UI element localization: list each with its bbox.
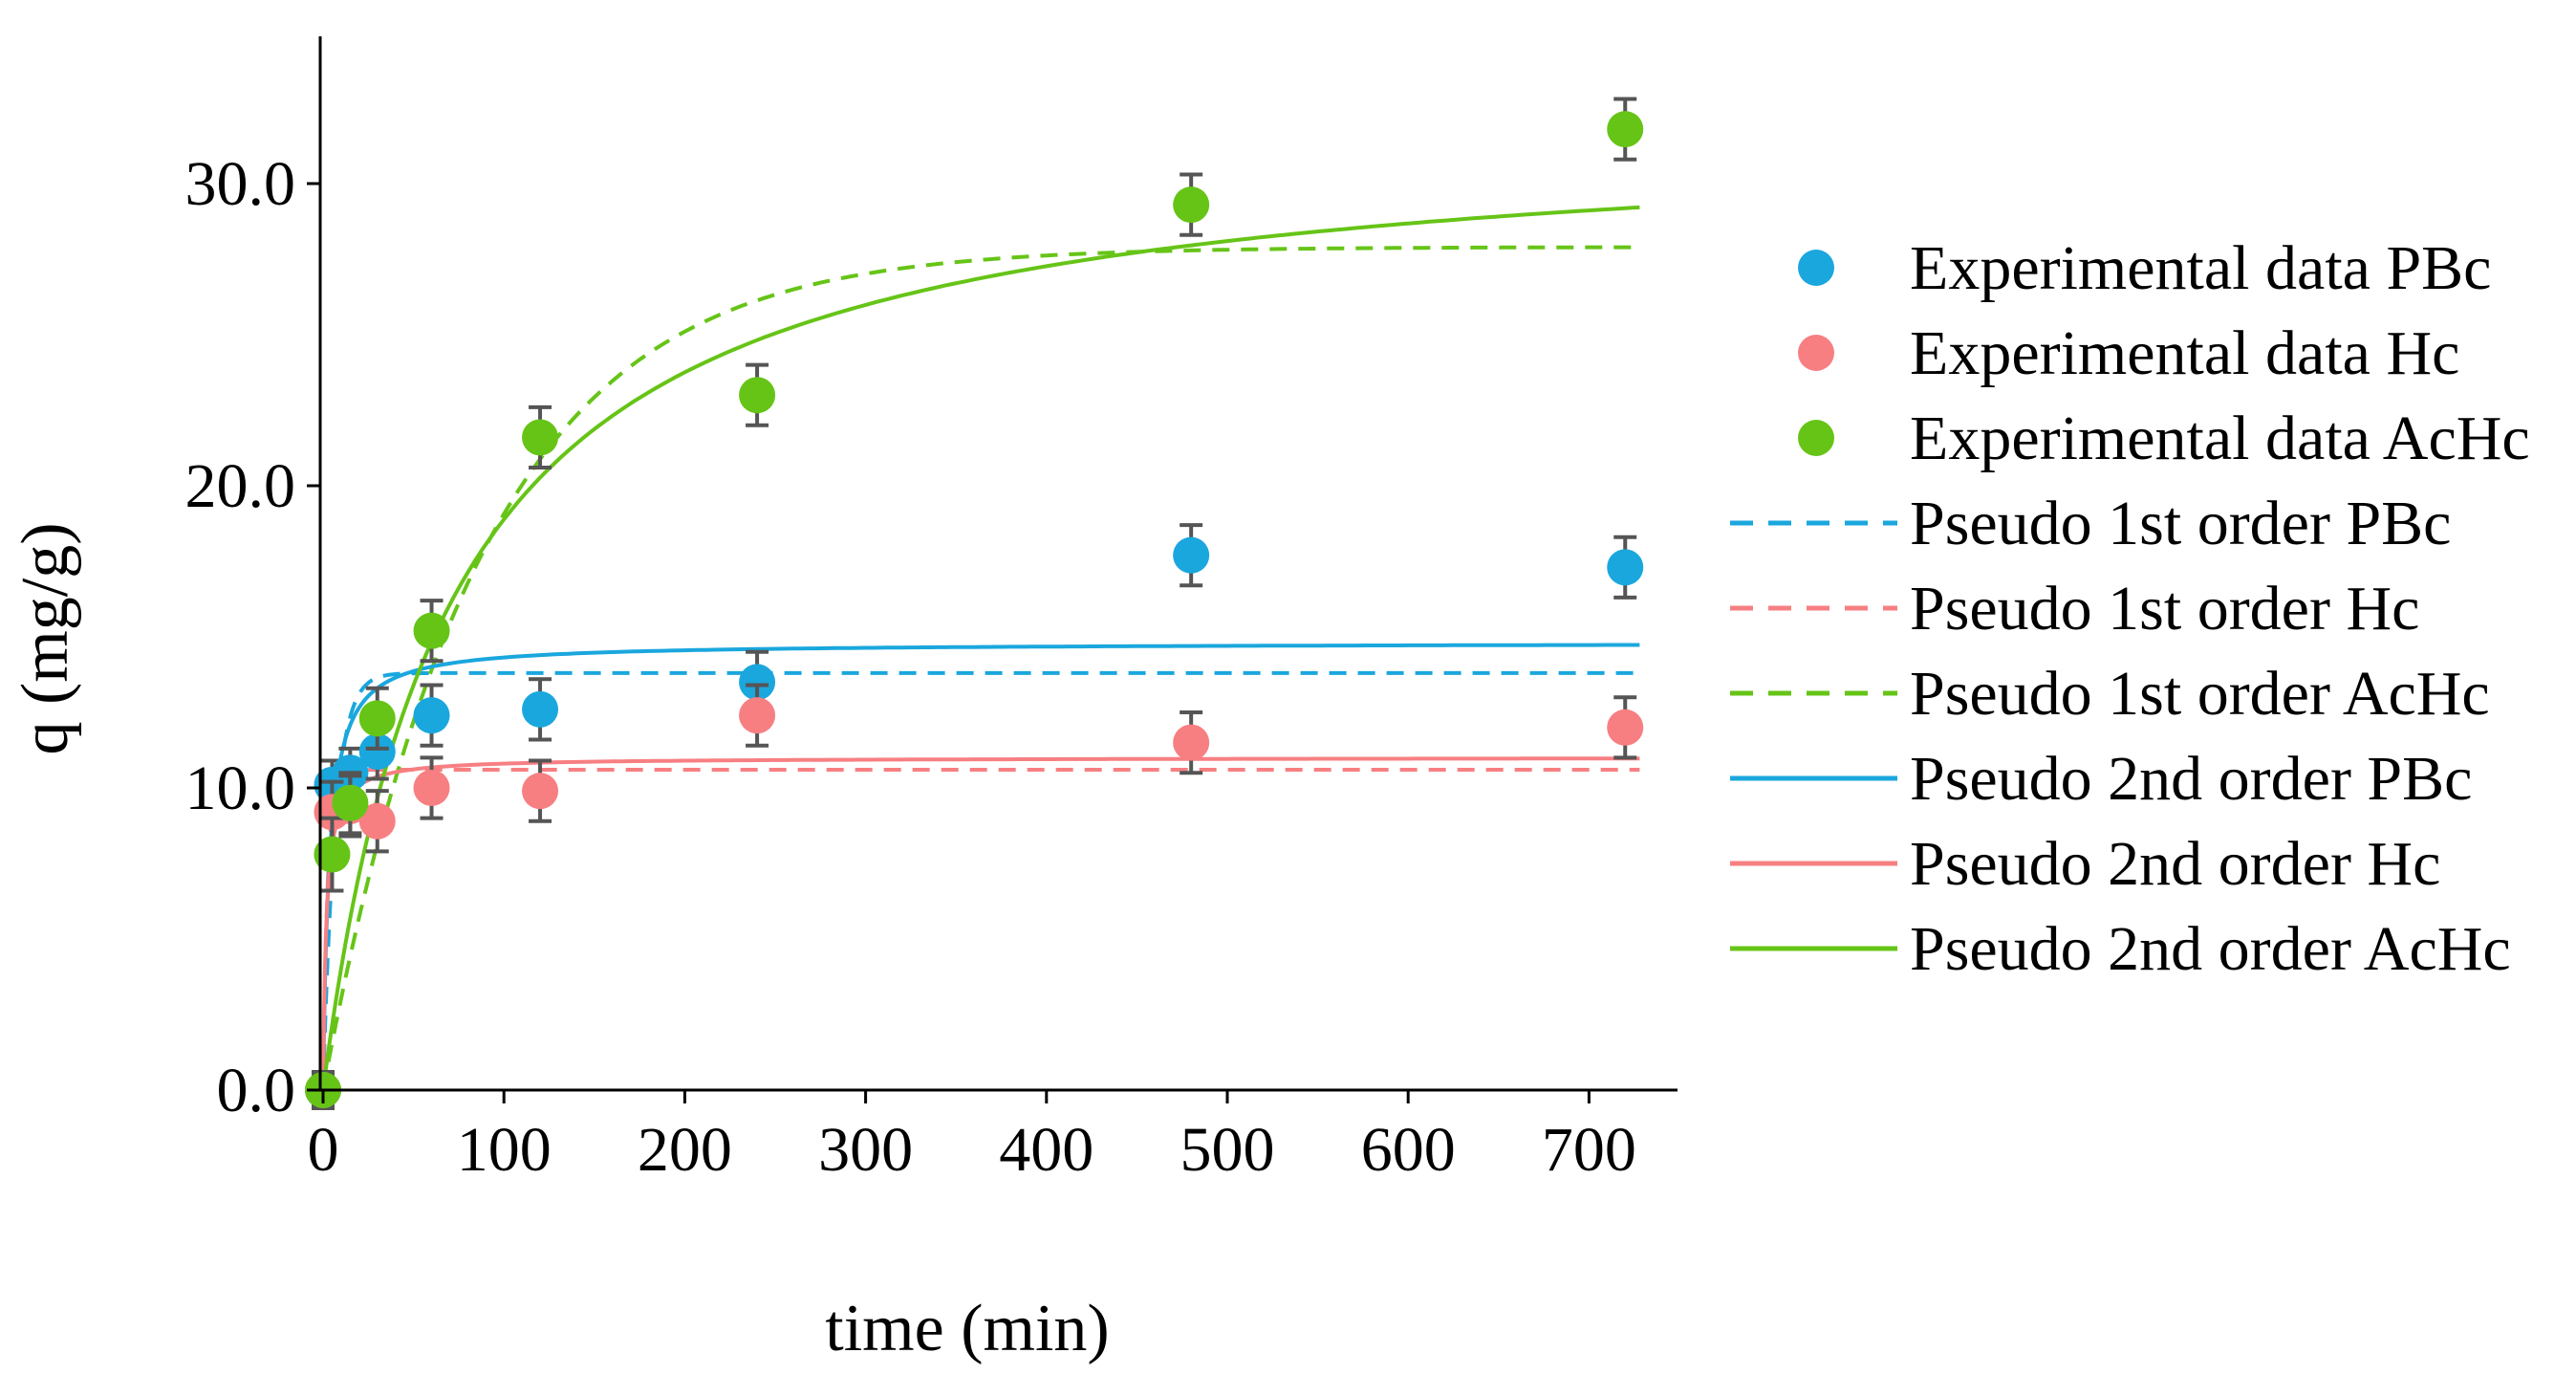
data-point	[739, 697, 776, 734]
data-point	[314, 836, 351, 873]
model-curve	[321, 245, 1640, 1091]
data-point	[522, 419, 559, 456]
x-tick-label: 0	[308, 1115, 339, 1185]
y-tick-label: 20.0	[185, 451, 296, 521]
data-point	[739, 664, 776, 701]
legend-label: Pseudo 1st order PBc	[1910, 489, 2451, 558]
data-point	[358, 802, 396, 840]
data-point	[1607, 111, 1644, 148]
legend-label: Experimental data Hc	[1910, 318, 2459, 388]
x-tick-label: 400	[999, 1115, 1093, 1185]
legend-label: Experimental data AcHc	[1910, 404, 2530, 473]
legend-label: Pseudo 2nd order AcHc	[1910, 914, 2511, 984]
y-tick-label: 0.0	[217, 1056, 296, 1125]
data-point	[413, 770, 450, 806]
legend-entry: Pseudo 2nd order Hc	[1730, 829, 2440, 899]
x-axis-ticks: 0 100 200 300 400 500 600 700	[308, 1090, 1636, 1185]
experimental-series	[305, 523, 1644, 1110]
legend-label: Pseudo 2nd order Hc	[1910, 829, 2440, 899]
legend-marker	[1798, 335, 1834, 371]
x-tick-label: 300	[818, 1115, 913, 1185]
legend-marker	[1798, 250, 1834, 286]
experimental-points	[305, 97, 1644, 1110]
y-axis-ticks: 0.0 10.0 20.0 30.0	[185, 149, 320, 1125]
legend-entry: Experimental data Hc	[1798, 318, 2459, 388]
x-tick-label: 600	[1361, 1115, 1456, 1185]
data-point	[522, 690, 559, 728]
legend-entry: Pseudo 2nd order AcHc	[1730, 914, 2511, 984]
legend-label: Pseudo 1st order AcHc	[1910, 659, 2490, 729]
data-point	[1173, 186, 1210, 224]
legend-marker	[1798, 420, 1834, 456]
model-curve	[321, 205, 1640, 1091]
legend-entry: Pseudo 2nd order PBc	[1730, 744, 2472, 814]
plot-area	[305, 97, 1644, 1110]
axes: 0 100 200 300 400 500 600 700 0.0 10.0 20.0 30.0	[185, 36, 1678, 1185]
legend-entry: Pseudo 1st order Hc	[1730, 574, 2419, 644]
model-curves	[321, 205, 1640, 1091]
legend-label: Experimental data PBc	[1910, 233, 2491, 303]
data-point	[413, 612, 450, 649]
data-point	[739, 377, 776, 414]
legend-entry: Pseudo 1st order PBc	[1730, 489, 2451, 558]
data-point	[413, 697, 450, 734]
y-tick-label: 10.0	[185, 753, 296, 823]
x-tick-label: 700	[1542, 1115, 1636, 1185]
model-curve	[321, 756, 1640, 1091]
legend-label: Pseudo 2nd order PBc	[1910, 744, 2472, 814]
y-tick-label: 30.0	[185, 149, 296, 219]
legend: Experimental data PBc Experimental data H…	[1730, 233, 2530, 984]
model-curve	[321, 643, 1640, 1091]
data-point	[358, 700, 396, 737]
x-tick-label: 200	[638, 1115, 732, 1185]
data-point	[1173, 724, 1210, 761]
x-axis-title: time (min)	[825, 1292, 1109, 1365]
data-point	[522, 773, 559, 810]
data-point	[332, 784, 369, 821]
legend-label: Pseudo 1st order Hc	[1910, 574, 2419, 644]
data-point	[358, 733, 396, 771]
data-point	[1173, 536, 1210, 574]
legend-entry: Experimental data PBc	[1798, 233, 2491, 303]
x-tick-label: 100	[457, 1115, 552, 1185]
legend-entry: Pseudo 1st order AcHc	[1730, 659, 2490, 729]
experimental-series	[305, 683, 1644, 1108]
data-point	[1607, 709, 1644, 746]
y-axis-title: q (mg/g)	[9, 522, 82, 754]
experimental-series	[305, 97, 1644, 1108]
model-curve	[321, 768, 1640, 1091]
x-tick-label: 500	[1180, 1115, 1275, 1185]
data-point	[1607, 549, 1644, 586]
model-curve	[321, 670, 1640, 1091]
legend-entry: Experimental data AcHc	[1798, 404, 2530, 473]
